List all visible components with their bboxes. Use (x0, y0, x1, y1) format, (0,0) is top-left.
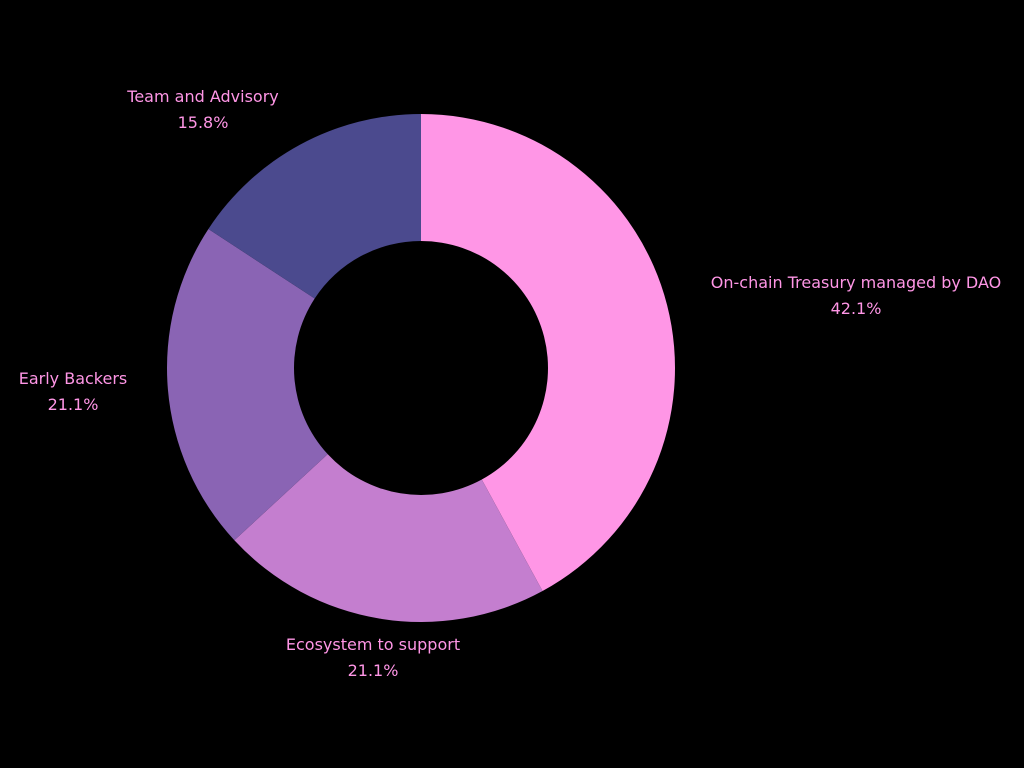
slice-ecosystem-to-support (234, 454, 543, 622)
slice-label-value: 42.1% (830, 299, 882, 318)
slice-label-name: Team and Advisory (127, 87, 279, 106)
slice-label-name: On-chain Treasury managed by DAO (710, 273, 1002, 292)
slice-label-name: Early Backers (18, 369, 128, 388)
label-team-advisory: Team and Advisory 15.8% (127, 84, 278, 136)
slice-label-name: Ecosystem to support (285, 635, 461, 654)
slice-label-value: 21.1% (47, 395, 99, 414)
slice-team-and-advisory (208, 113, 421, 299)
slice-early-backers (166, 229, 328, 541)
slice-on-chain-treasury-managed-by-dao (421, 114, 675, 592)
label-ecosystem: Ecosystem to support 21.1% (286, 632, 460, 684)
slice-label-value: 15.8% (177, 113, 229, 132)
slice-label-value: 21.1% (347, 661, 399, 680)
label-treasury: On-chain Treasury managed by DAO 42.1% (711, 270, 1001, 322)
label-early-backers: Early Backers 21.1% (19, 366, 128, 418)
